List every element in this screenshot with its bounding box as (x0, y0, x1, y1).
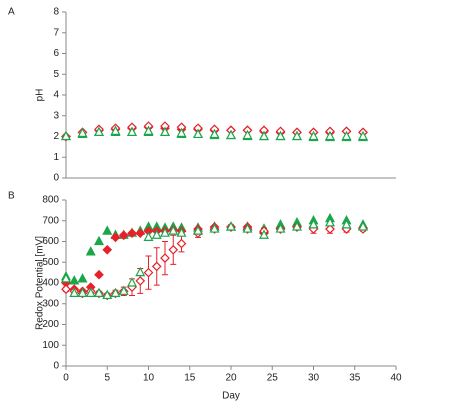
point (94, 235, 104, 246)
point (275, 223, 286, 233)
point (226, 129, 236, 140)
point (77, 287, 88, 297)
point (226, 221, 236, 231)
x-tick-label: 40 (390, 373, 402, 384)
y-tick-label: 6 (53, 48, 59, 59)
point (77, 127, 88, 137)
point (94, 269, 104, 280)
point (151, 229, 162, 239)
point (110, 125, 121, 135)
point (168, 244, 179, 255)
point (160, 126, 170, 136)
point (102, 289, 113, 300)
point (94, 287, 104, 297)
x-tick-label: 25 (267, 373, 279, 384)
point (358, 130, 368, 141)
point (259, 229, 269, 239)
point (69, 275, 80, 285)
point (61, 130, 71, 141)
point (135, 228, 146, 239)
point (94, 126, 104, 136)
point (143, 267, 154, 278)
y-tick-label: 0 (53, 173, 59, 184)
y-tick-label: 100 (42, 340, 59, 351)
point (292, 221, 302, 231)
point (308, 130, 319, 141)
x-axis-label: Day (222, 391, 240, 402)
point (127, 228, 137, 239)
point (69, 287, 80, 297)
y-tick-label: 200 (42, 319, 59, 330)
point (85, 246, 96, 256)
point (259, 130, 269, 141)
point (102, 225, 113, 235)
y-tick-label: 500 (42, 257, 59, 268)
y-tick-label: 8 (53, 7, 59, 18)
y-tick-label: 400 (42, 278, 59, 289)
point (135, 276, 146, 286)
y-tick-label: 2 (53, 131, 59, 142)
point (325, 130, 335, 141)
point (118, 230, 129, 241)
x-tick-label: 0 (63, 373, 69, 384)
point (160, 227, 170, 237)
point (118, 285, 129, 295)
x-tick-label: 30 (308, 373, 320, 384)
point (176, 238, 187, 249)
y-tick-label: 800 (42, 195, 59, 206)
point (341, 130, 352, 141)
point (110, 232, 121, 243)
point (209, 223, 220, 233)
y-tick-label: 5 (53, 69, 59, 80)
point (325, 217, 335, 227)
y-tick-label: 0 (53, 361, 59, 372)
point (242, 223, 253, 233)
panel-label: A (8, 7, 15, 18)
x-tick-label: 10 (143, 373, 155, 384)
y-tick-label: 1 (53, 152, 59, 163)
x-tick-label: 15 (184, 373, 196, 384)
point (143, 231, 154, 241)
point (341, 219, 352, 229)
point (61, 284, 71, 295)
y-tick-label: 3 (53, 110, 59, 121)
y-tick-label: 600 (42, 236, 59, 247)
point (85, 287, 96, 297)
point (292, 130, 302, 141)
point (151, 261, 162, 272)
panel-label: B (8, 191, 15, 202)
point (325, 224, 335, 234)
point (110, 287, 121, 297)
point (102, 244, 113, 255)
point (176, 127, 187, 137)
point (168, 225, 179, 235)
point (209, 128, 220, 139)
y-tick-label: 700 (42, 215, 59, 226)
point (61, 273, 71, 283)
point (193, 225, 203, 235)
point (135, 266, 146, 277)
point (308, 219, 319, 229)
y-tick-label: 4 (53, 90, 59, 101)
point (242, 129, 253, 140)
point (143, 125, 154, 135)
point (127, 277, 137, 287)
point (160, 253, 170, 263)
point (127, 126, 137, 136)
y-axis-label: Redox Potential [mV] (35, 236, 46, 330)
x-tick-label: 5 (104, 373, 110, 384)
x-tick-label: 20 (225, 373, 237, 384)
point (176, 227, 187, 237)
y-axis-label: pH (35, 89, 46, 102)
point (358, 221, 368, 231)
point (275, 130, 286, 141)
point (77, 273, 88, 283)
x-tick-label: 35 (349, 373, 361, 384)
y-tick-label: 7 (53, 27, 59, 38)
y-tick-label: 300 (42, 298, 59, 309)
point (193, 128, 203, 139)
